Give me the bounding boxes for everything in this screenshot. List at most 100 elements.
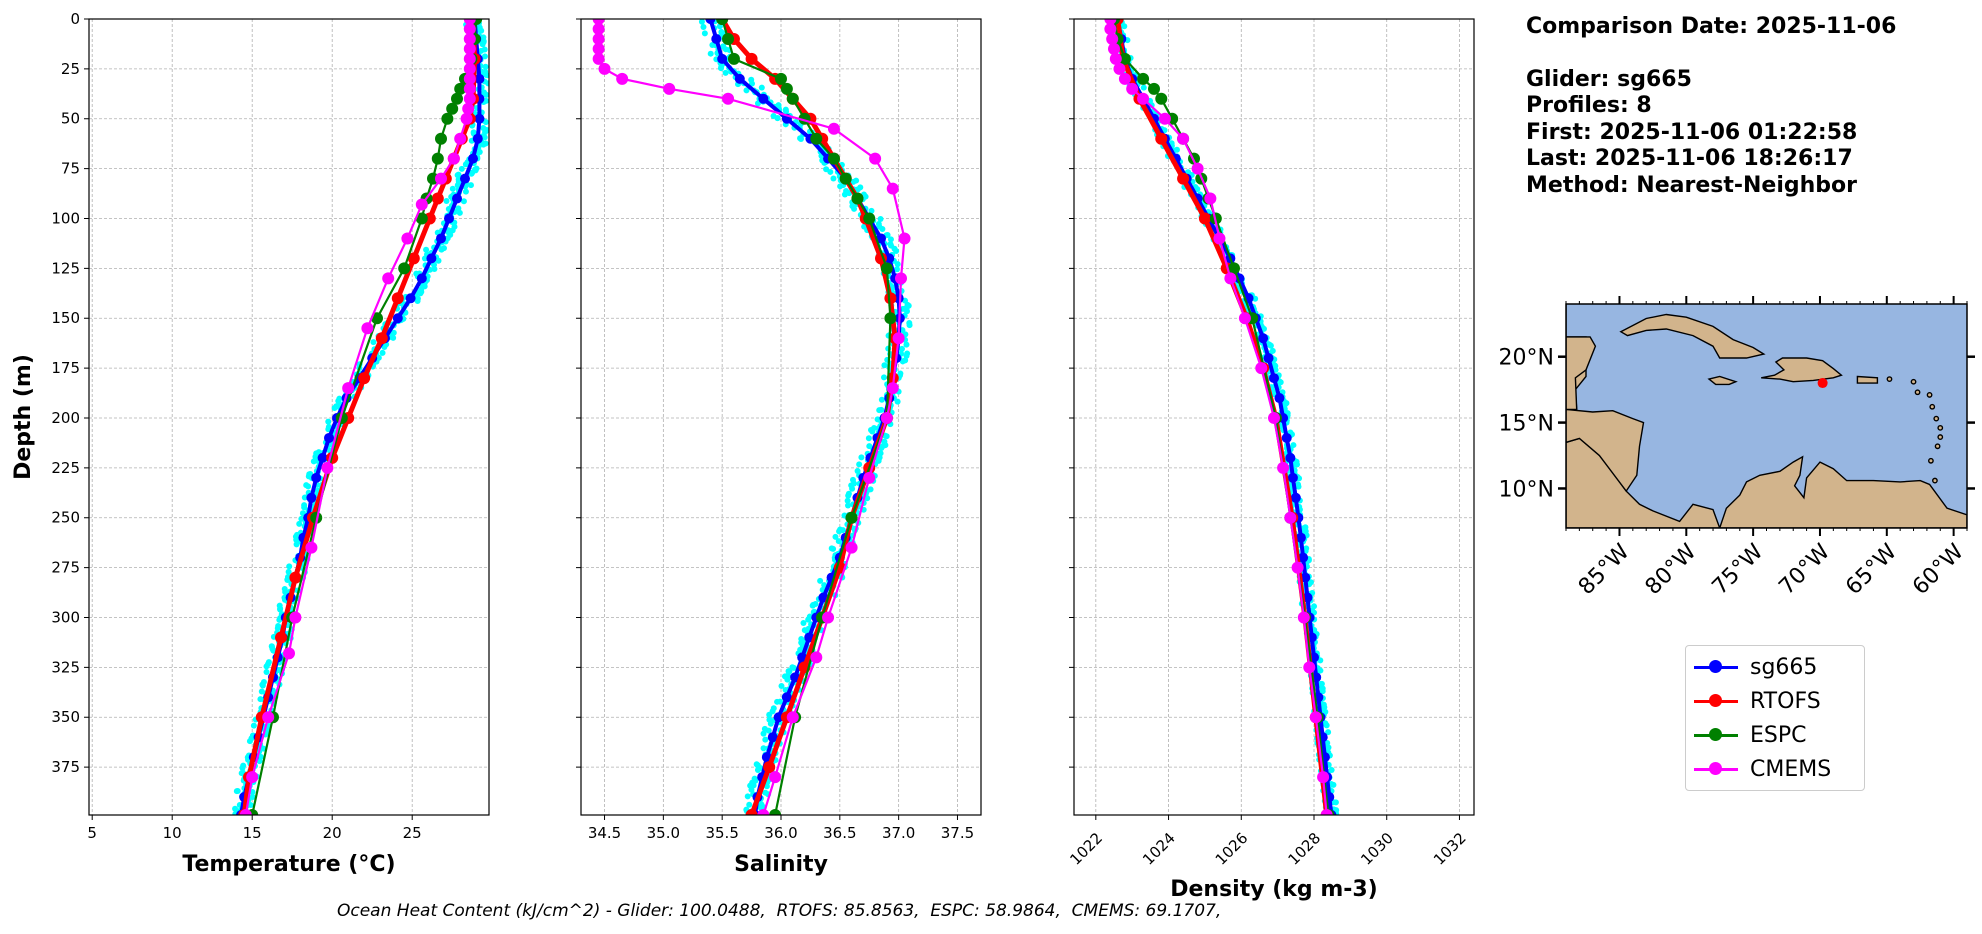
temperature-point-sg665	[426, 253, 437, 264]
density-point-cmems	[1177, 132, 1190, 145]
density-raw-point	[1267, 342, 1274, 349]
density-x-tick-label: 1024	[1139, 829, 1179, 869]
temperature-raw-point	[458, 165, 465, 172]
density-x-ticks: 1022 1024 1026 1028 1030 1032	[1066, 815, 1470, 869]
temperature-point-cmems	[239, 809, 252, 815]
legend-label-cmems: CMEMS	[1750, 756, 1832, 782]
salinity-raw-point	[894, 261, 901, 268]
temperature-raw-point	[284, 576, 291, 583]
temperature-x-tick-label: 10	[163, 824, 182, 842]
salinity-point-espc	[786, 92, 799, 105]
density-point-cmems	[1104, 19, 1117, 25]
temperature-point-cmems	[435, 172, 447, 185]
temperature-raw-point	[232, 805, 239, 812]
temperature-raw-point	[274, 625, 281, 632]
temperature-raw-point	[381, 344, 388, 351]
density-line-rtofs	[1115, 19, 1330, 815]
salinity-point-cmems	[663, 82, 676, 95]
glider-location-marker	[1817, 378, 1828, 389]
density-point-cmems	[1317, 771, 1330, 784]
small-island	[1933, 415, 1940, 422]
density-raw-point	[1121, 23, 1128, 30]
temperature-raw-point	[414, 295, 421, 302]
salinity-raw-point	[849, 485, 856, 492]
salinity-raw-point	[903, 352, 910, 359]
salinity-raw-point	[830, 545, 837, 552]
density-point-cmems	[1238, 312, 1251, 325]
temperature-point-cmems	[305, 541, 318, 554]
temperature-point-cmems	[283, 647, 295, 660]
depth-tick-label: 200	[51, 409, 80, 427]
salinity-raw-point	[845, 492, 852, 499]
temperature-point-sg665	[452, 193, 462, 204]
temperature-raw-point	[331, 405, 338, 412]
salinity-point-espc	[727, 52, 740, 65]
temperature-raw-point	[263, 663, 270, 670]
salinity-raw-point	[766, 711, 773, 718]
salinity-x-axis-label: Salinity	[734, 852, 828, 877]
panel-density: 1022 1024 1026 1028 1030 1032 Density (kg m-3)	[1066, 18, 1475, 902]
density-point-cmems	[1284, 511, 1297, 524]
density-point-cmems	[1104, 22, 1117, 35]
temperature-raw-point	[379, 349, 386, 356]
density-point-espc	[1228, 262, 1240, 275]
salinity-point-cmems	[592, 32, 605, 45]
salinity-point-sg665	[705, 19, 716, 24]
depth-tick-label: 75	[61, 160, 80, 178]
salinity-point-cmems	[869, 152, 882, 165]
salinity-raw-point	[760, 730, 767, 737]
temperature-grid	[89, 18, 489, 815]
salinity-x-ticks: 34.5 35.0 35.5 36.0 36.5 37.0 37.5	[588, 815, 974, 842]
density-x-tick-label: 1022	[1066, 829, 1106, 869]
temperature-point-sg665	[317, 452, 328, 463]
density-y-ticks	[1069, 18, 1074, 768]
salinity-raw-point	[864, 495, 871, 502]
density-series-espc	[1108, 19, 1335, 815]
salinity-point-sg665	[767, 732, 778, 743]
salinity-x-tick-label: 34.5	[588, 824, 621, 842]
temperature-point-cmems	[401, 232, 414, 245]
salinity-x-tick-label: 37.5	[941, 824, 974, 842]
density-raw-point	[1325, 729, 1332, 736]
salinity-raw-point	[893, 247, 900, 254]
south-america-landmass	[1718, 455, 1967, 528]
temperature-point-rtofs	[289, 571, 302, 584]
salinity-point-espc	[863, 212, 876, 225]
salinity-point-cmems	[845, 541, 858, 554]
density-point-cmems	[1255, 362, 1268, 375]
salinity-point-rtofs	[745, 52, 758, 65]
temperature-point-sg665	[405, 293, 416, 304]
cuba	[1619, 313, 1766, 359]
density-raw-point	[1269, 347, 1276, 354]
salinity-raw-point	[827, 168, 834, 175]
salinity-line-cmems	[597, 19, 906, 815]
temperature-x-axis-label: Temperature (°C)	[182, 852, 395, 877]
panel-salinity: 34.5 35.0 35.5 36.0 36.5 37.0 37.5 Salinity	[576, 18, 982, 877]
salinity-point-espc	[716, 19, 729, 25]
map-lat-label: 10°N	[1499, 477, 1554, 502]
salinity-raw-point	[877, 215, 884, 222]
salinity-raw-point	[752, 777, 759, 784]
small-island	[1934, 443, 1941, 450]
density-point-sg665	[1298, 552, 1309, 563]
temperature-point-rtofs	[375, 332, 388, 345]
temperature-point-cmems	[463, 92, 476, 105]
density-raw-point	[1194, 186, 1201, 193]
density-point-cmems	[1320, 809, 1333, 815]
temperature-raw-point	[286, 563, 293, 570]
density-point-cmems	[1191, 162, 1204, 175]
salinity-point-cmems	[722, 92, 735, 105]
temperature-x-ticks: 5 10 15 20 25	[87, 815, 422, 842]
salinity-raw-point	[746, 801, 753, 808]
salinity-point-sg665	[876, 233, 886, 244]
small-island	[1914, 389, 1921, 396]
salinity-point-cmems	[592, 42, 605, 55]
density-point-cmems	[1118, 72, 1131, 85]
salinity-raw-point	[906, 322, 913, 329]
density-series-sg665	[1112, 19, 1337, 815]
salinity-raw-point	[778, 683, 785, 690]
temperature-raw-point	[310, 458, 317, 465]
legend-swatch-rtofs	[1694, 691, 1738, 711]
salinity-raw-point	[767, 720, 774, 727]
temperature-x-tick-label: 5	[87, 824, 97, 842]
